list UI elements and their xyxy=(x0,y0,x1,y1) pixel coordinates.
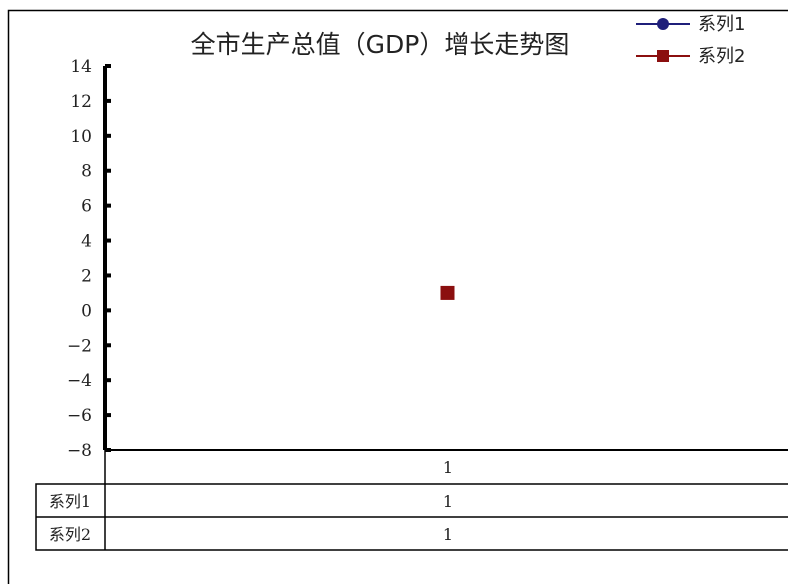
chart-title: 全市生产总值（GDP）增长走势图 xyxy=(191,30,570,59)
y-tick-label: 4 xyxy=(81,232,92,252)
legend-label-series2: 系列2 xyxy=(698,46,745,67)
y-tick-label: 2 xyxy=(81,266,92,286)
y-tick-label: 14 xyxy=(70,57,92,77)
y-tick-label: 0 xyxy=(81,301,92,321)
legend-label-series1: 系列1 xyxy=(698,14,745,35)
table-row-label-series2: 系列2 xyxy=(49,525,91,544)
y-tick-label: 6 xyxy=(81,197,92,217)
table-cell-series2: 1 xyxy=(443,525,453,544)
table-cell-series1: 1 xyxy=(443,492,453,511)
series2-point xyxy=(440,285,455,300)
y-tick-label: −8 xyxy=(67,441,92,461)
legend-marker-series2 xyxy=(657,50,669,62)
legend: 系列1 系列2 xyxy=(636,14,745,67)
x-category-label: 1 xyxy=(443,458,453,477)
table-row-label-series1: 系列1 xyxy=(49,492,91,511)
data-table: 1 系列1 1 系列2 1 xyxy=(35,449,788,551)
legend-marker-series1 xyxy=(657,18,669,30)
y-tick-label: −4 xyxy=(67,371,92,391)
y-tick-label: 8 xyxy=(81,162,92,182)
y-tick-label: −2 xyxy=(67,336,92,356)
y-tick-label: 12 xyxy=(70,92,92,112)
plot-marks xyxy=(440,285,455,300)
y-tick-labels: 14 12 10 8 6 4 2 0 −2 −4 −6 −8 xyxy=(67,57,92,461)
chart-area-border xyxy=(7,9,788,584)
y-tick-label: −6 xyxy=(67,406,92,426)
y-tick-label: 10 xyxy=(70,127,92,147)
